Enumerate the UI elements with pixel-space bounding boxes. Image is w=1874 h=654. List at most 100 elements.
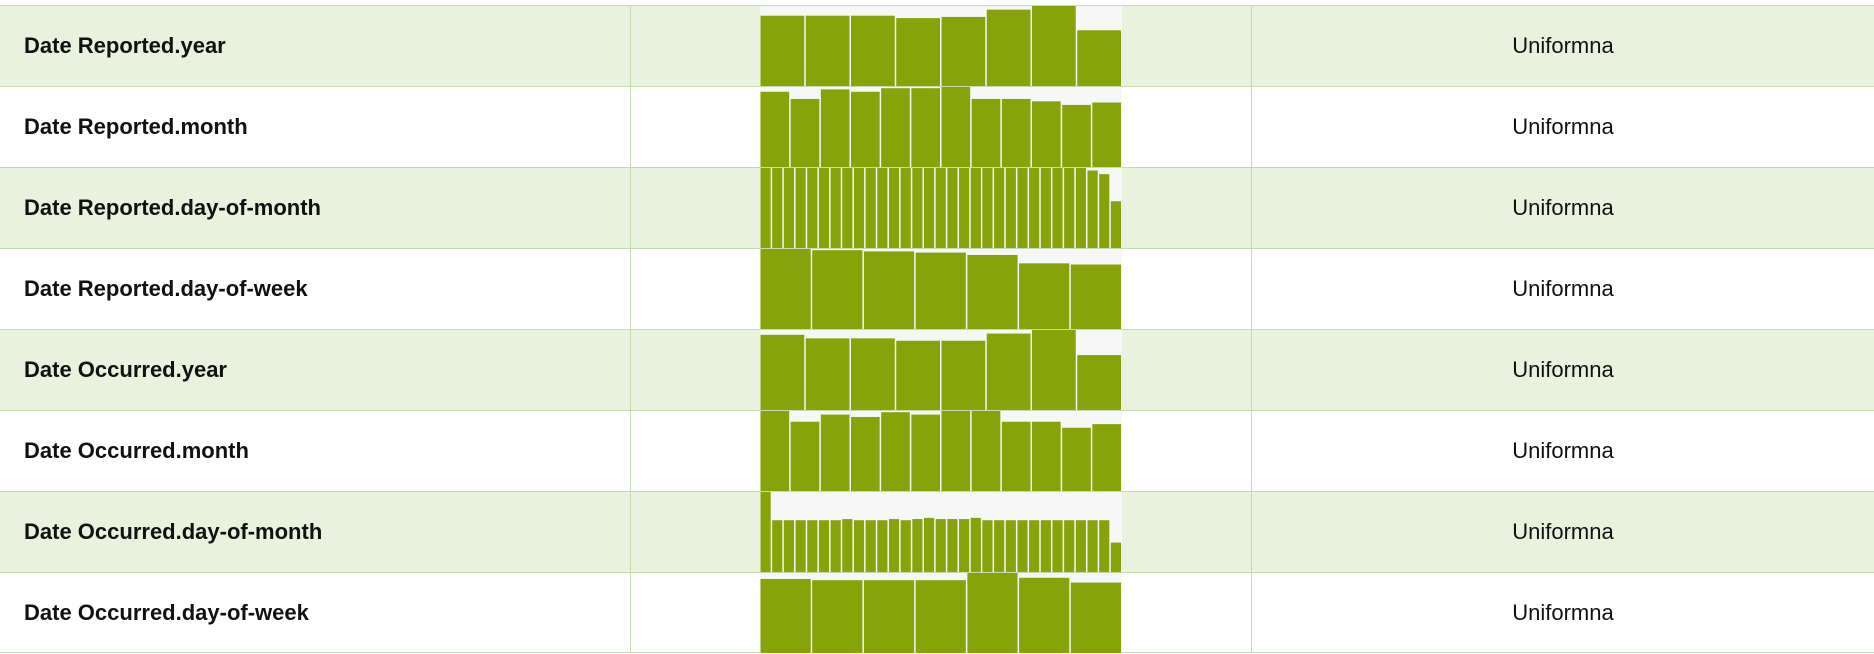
histogram-bar: [760, 91, 790, 167]
sparkline-background: [760, 411, 1122, 491]
histogram-bar: [896, 18, 940, 86]
field-name: Date Occurred.day-of-month: [0, 492, 631, 572]
histogram-bar: [760, 411, 790, 491]
histogram-bar: [1092, 424, 1121, 491]
histogram-bar: [820, 89, 850, 167]
histogram-bar: [986, 9, 1031, 86]
table-row: Date Reported.year Uniformna: [0, 5, 1874, 86]
histogram-bar: [959, 519, 970, 572]
distribution: Uniformna: [1512, 33, 1614, 58]
histogram-bar: [1064, 520, 1075, 572]
histogram-cell: [631, 411, 1252, 491]
histogram-bar: [1019, 263, 1070, 329]
histogram-bar: [1001, 421, 1031, 491]
histogram-bar: [1017, 520, 1028, 572]
histogram-bar: [790, 98, 820, 167]
histogram-bar: [911, 414, 940, 491]
histogram-bar: [877, 168, 888, 248]
histogram-bar: [935, 168, 946, 248]
histogram-bar: [790, 421, 820, 491]
histogram-bar: [1099, 174, 1110, 248]
histogram-bar: [772, 520, 783, 572]
histogram-bar: [994, 168, 1005, 248]
histogram-bar: [1032, 330, 1076, 410]
table-row: Date Occurred.year Uniformna: [0, 329, 1874, 410]
histogram-bar: [923, 517, 935, 572]
distribution: Uniformna: [1512, 438, 1614, 463]
histogram-bar: [851, 338, 895, 410]
histogram-bar: [971, 98, 1001, 167]
histogram-bar: [971, 411, 1001, 491]
histogram-bar: [1110, 542, 1121, 572]
histogram-bar: [881, 412, 910, 491]
histogram-bar: [1001, 98, 1031, 167]
histogram-bar: [805, 15, 850, 86]
histogram-bar: [1032, 101, 1061, 167]
histogram-bar: [947, 519, 958, 572]
histogram-bar: [1075, 168, 1086, 248]
distribution: Uniformna: [1512, 357, 1614, 382]
histogram-bar: [1075, 520, 1086, 572]
histogram-bar: [760, 492, 771, 572]
histogram-bar: [941, 16, 986, 86]
histogram-bar: [1005, 168, 1016, 248]
histogram-bar: [982, 520, 993, 572]
histogram-bar: [941, 340, 986, 410]
histogram-bar: [853, 168, 865, 248]
histogram-bar: [912, 168, 923, 248]
histogram-bar: [1052, 520, 1063, 572]
distribution: Uniformna: [1512, 276, 1614, 301]
histogram-bar: [1092, 102, 1121, 167]
histogram-cell: [631, 330, 1252, 410]
distribution: Uniformna: [1512, 195, 1614, 220]
table-row: Date Occurred.day-of-week Uniformna: [0, 572, 1874, 653]
field-name: Date Occurred.year: [0, 330, 631, 410]
histogram-bar: [1032, 6, 1076, 86]
histogram-bar: [851, 416, 880, 491]
histogram-bar: [863, 251, 915, 329]
histogram-bar: [795, 520, 806, 572]
histogram-bar: [1040, 168, 1051, 248]
histogram-bar: [851, 15, 895, 86]
table-row: Date Occurred.month Uniformna: [0, 410, 1874, 491]
histogram-bar: [1087, 520, 1098, 572]
histogram-bar: [1029, 168, 1040, 248]
table-row: Date Occurred.day-of-month Uniformna: [0, 491, 1874, 572]
histogram-bar: [947, 168, 958, 248]
histogram-bar: [842, 519, 853, 572]
histogram-bar: [1017, 168, 1028, 248]
sparkline: [760, 249, 1122, 329]
table-row: Date Reported.day-of-week Uniformna: [0, 248, 1874, 329]
sparkline: [760, 492, 1122, 572]
histogram-bar: [760, 334, 805, 410]
histogram-bar: [1099, 520, 1110, 572]
sparkline: [760, 572, 1122, 653]
histogram-bar: [912, 519, 923, 572]
histogram-bar: [959, 168, 970, 248]
histogram-bar: [830, 520, 841, 572]
histogram-cell: [631, 87, 1252, 167]
histogram-bar: [865, 168, 876, 248]
distribution: Uniformna: [1512, 599, 1614, 625]
histogram-bar: [760, 15, 805, 86]
histogram-bar: [1077, 355, 1121, 410]
distribution: Uniformna: [1512, 114, 1614, 139]
histogram-bar: [1029, 520, 1040, 572]
histogram-bar: [1062, 427, 1091, 491]
field-name: Date Reported.month: [0, 87, 631, 167]
histogram-bar: [967, 572, 1018, 653]
histogram-bar: [881, 88, 910, 167]
histogram-cell: [631, 168, 1252, 248]
histogram-bar: [818, 520, 830, 572]
histogram-bar: [818, 168, 830, 248]
histogram-bar: [1070, 582, 1121, 653]
table-row: Date Reported.day-of-month Uniformna: [0, 167, 1874, 248]
sparkline: [760, 330, 1122, 410]
histogram-bar: [888, 519, 900, 572]
histogram-bar: [865, 520, 876, 572]
field-name: Date Reported.day-of-week: [0, 249, 631, 329]
histogram-bar: [1070, 264, 1121, 329]
histogram-bar: [896, 340, 940, 410]
histogram-bar: [994, 520, 1005, 572]
histogram-bar: [915, 252, 966, 329]
